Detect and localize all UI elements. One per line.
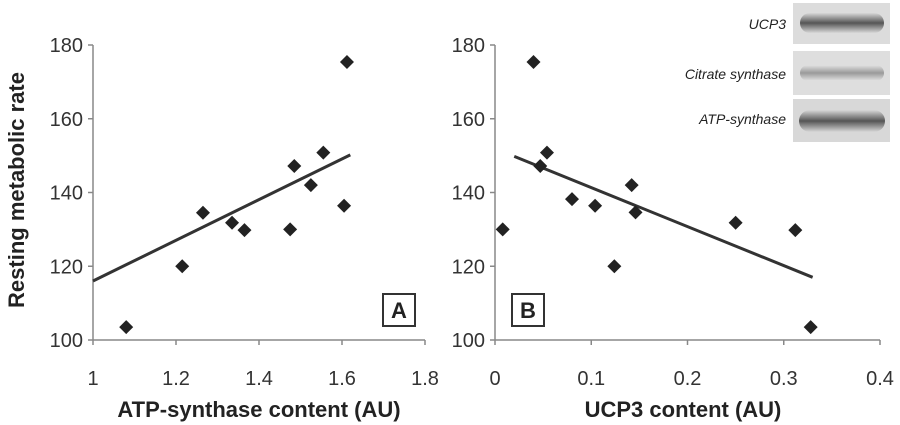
panel-b-data-point xyxy=(624,178,639,193)
panel-b-data-point xyxy=(565,192,579,207)
panel-a-data-point xyxy=(303,178,318,193)
panel-b-data-point xyxy=(628,205,643,220)
blot-label-atp-synthase: ATP-synthase xyxy=(698,111,786,127)
blot-band-citrate-synthase xyxy=(800,65,884,81)
panel-b-x-axis-title: UCP3 content (AU) xyxy=(585,397,782,422)
panel-b-y-tick-label: 120 xyxy=(452,256,485,278)
panel-b-label: B xyxy=(520,298,536,323)
panel-a-x-tick-label: 1.8 xyxy=(411,368,439,390)
panel-a-label-box xyxy=(382,293,416,327)
panel-a-data-point xyxy=(287,158,302,173)
panel-a-data-point xyxy=(316,145,331,160)
panel-b-y-tick-label: 160 xyxy=(452,109,485,131)
blot-label-citrate-synthase: Citrate synthase xyxy=(685,66,786,82)
panel-b-y-tick-label: 140 xyxy=(452,183,485,205)
panel-a-data-point xyxy=(337,198,352,213)
panel-a-data-point xyxy=(237,223,252,238)
panel-a-x-tick-label: 1.2 xyxy=(162,368,190,390)
panel-a-data-point xyxy=(119,320,134,335)
panel-a-x-tick-label: 1.6 xyxy=(328,368,356,390)
western-blot-inset: UCP3 Citrate synthase ATP-synthase xyxy=(685,3,890,142)
panel-a-y-tick-label: 120 xyxy=(50,256,83,278)
panel-a-chart: 100 120 140 160 180 1 1.2 1.4 1.6 1.8 ATP-syntha… xyxy=(50,35,439,422)
panel-b-trendline xyxy=(513,154,814,279)
panel-b-x-tick-label: 0.1 xyxy=(577,368,605,390)
panel-a-y-tick-label: 180 xyxy=(50,35,83,57)
panel-b-x-tick-label: 0.2 xyxy=(674,368,702,390)
blot-band-atp-synthase xyxy=(799,110,885,132)
panel-b-y-tick-label: 180 xyxy=(452,35,485,57)
panel-b-chart: 100 120 140 160 180 0 0.1 0.2 0.3 0.4 UCP3 conte… xyxy=(452,35,894,422)
panel-b-label-box xyxy=(511,293,545,327)
panel-b-x-tick-label: 0.4 xyxy=(866,368,894,390)
panel-b-data-point xyxy=(588,198,603,213)
panel-a-y-tick-label: 160 xyxy=(50,109,83,131)
panel-a-y-tick-label: 100 xyxy=(50,330,83,352)
panel-b-data-point xyxy=(607,259,622,274)
y-axis-title: Resting metabolic rate xyxy=(4,72,29,308)
panel-a-x-axis-title: ATP-synthase content (AU) xyxy=(117,397,400,422)
panel-b-data-point xyxy=(788,223,803,238)
panel-a-label: A xyxy=(391,298,407,323)
panel-b-data-point xyxy=(803,320,818,335)
panel-b-data-point xyxy=(539,145,554,160)
blot-band-ucp3 xyxy=(800,13,884,33)
panel-b-x-tick-label: 0.3 xyxy=(770,368,798,390)
panel-a-data-point xyxy=(339,54,354,69)
panel-b-data-point xyxy=(495,222,510,237)
panel-b-y-tick-label: 100 xyxy=(452,330,485,352)
panel-a-data-point xyxy=(283,222,298,237)
panel-b-data-point xyxy=(728,215,743,230)
panel-a-trendline xyxy=(92,153,351,283)
panel-a-x-tick-label: 1 xyxy=(87,368,98,390)
panel-a-x-tick-label: 1.4 xyxy=(245,368,273,390)
panel-a-y-tick-label: 140 xyxy=(50,183,83,205)
panel-b-data-point xyxy=(533,158,548,173)
panel-b-x-tick-label: 0 xyxy=(489,368,500,390)
panel-a-data-point xyxy=(195,205,210,220)
panel-a-data-point xyxy=(225,215,240,230)
panel-a-data-point xyxy=(175,259,190,274)
panel-b-data-point xyxy=(526,54,541,69)
blot-label-ucp3: UCP3 xyxy=(749,16,787,32)
